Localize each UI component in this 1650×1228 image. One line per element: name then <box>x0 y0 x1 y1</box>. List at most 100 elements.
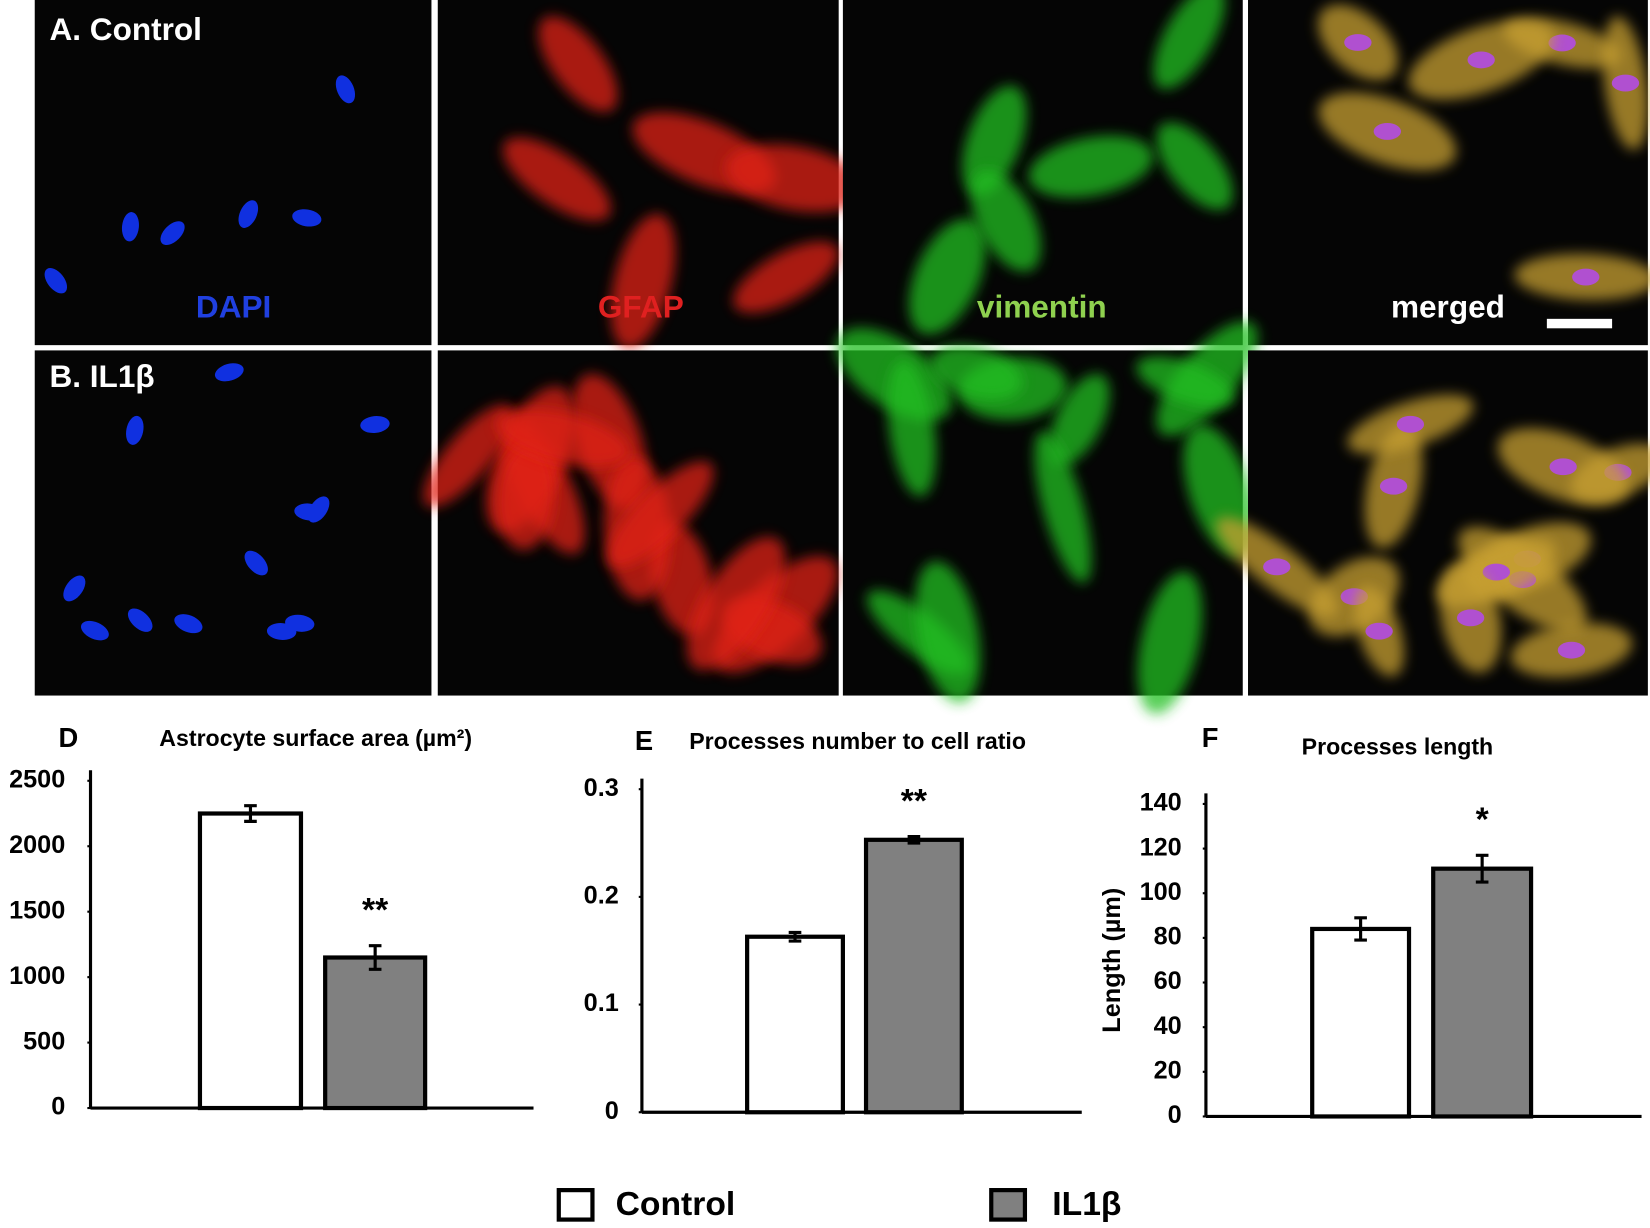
cell <box>970 169 1041 272</box>
panel-letter: D <box>59 722 79 753</box>
nucleus <box>63 575 86 602</box>
y-tick-label: 0 <box>605 1097 619 1125</box>
y-tick-label: 60 <box>1154 967 1182 995</box>
y-tick-label: 2500 <box>9 765 65 793</box>
cell <box>1028 135 1154 198</box>
nucleus <box>244 550 268 576</box>
nucleus <box>174 614 203 634</box>
bar <box>197 811 304 1111</box>
nucleus <box>126 415 144 445</box>
micrograph <box>34 0 432 346</box>
cell <box>908 218 986 335</box>
nucleus <box>1611 74 1640 92</box>
cell <box>538 16 618 112</box>
y-tick-label: 40 <box>1154 1012 1182 1040</box>
channel-label: GFAP <box>598 289 684 325</box>
cell <box>610 213 676 349</box>
nucleus <box>360 416 390 434</box>
nucleus <box>1467 51 1495 69</box>
cell <box>733 241 839 313</box>
micrographs <box>34 0 1650 714</box>
cell <box>914 561 981 703</box>
nucleus <box>1572 268 1600 286</box>
error-bar <box>1354 916 1367 942</box>
y-tick-label: 0 <box>51 1093 65 1121</box>
y-tick-label: 2000 <box>9 831 65 859</box>
cell <box>496 408 630 468</box>
cell <box>1153 0 1225 90</box>
cell <box>686 536 786 671</box>
channel-label: merged <box>1391 289 1505 325</box>
error-bar <box>1475 853 1489 884</box>
nucleus <box>80 620 109 641</box>
channel-label: vimentin <box>977 289 1107 325</box>
error-bar <box>368 944 382 971</box>
micrograph <box>34 350 432 696</box>
significance: ** <box>901 783 928 820</box>
nucleus <box>121 212 139 242</box>
cell <box>887 360 936 497</box>
cell <box>930 345 1023 401</box>
nucleus <box>1365 622 1393 640</box>
cell <box>725 144 865 213</box>
cell <box>962 85 1027 196</box>
nucleus <box>335 75 356 104</box>
nucleus <box>1482 563 1510 581</box>
y-tick-label: 0 <box>1168 1101 1182 1129</box>
y-axis-label: Length (µm) <box>1098 888 1126 1033</box>
nucleus <box>1379 477 1408 495</box>
y-tick-label: 500 <box>23 1027 65 1055</box>
legend-swatch <box>556 1188 595 1222</box>
panel-letter: E <box>635 725 653 756</box>
nucleus <box>160 221 185 246</box>
nucleus <box>44 267 68 294</box>
row-label: B. IL1β <box>49 358 154 394</box>
nucleus <box>127 608 153 632</box>
nucleus <box>1456 609 1485 627</box>
y-tick-label: 80 <box>1154 923 1182 951</box>
nucleus <box>1549 458 1577 476</box>
cell <box>1034 430 1092 584</box>
chart-title: Processes length <box>1302 733 1494 759</box>
nucleus <box>214 363 244 382</box>
error-bar <box>244 804 257 823</box>
y-tick-label: 1000 <box>9 962 65 990</box>
cell <box>1136 356 1235 408</box>
y-tick-label: 140 <box>1140 789 1182 817</box>
y-tick-label: 0.2 <box>584 882 619 910</box>
bar <box>323 955 428 1111</box>
legend-label: Control <box>616 1186 736 1223</box>
y-tick-label: 120 <box>1140 833 1182 861</box>
nucleus <box>1557 641 1586 659</box>
nucleus <box>1263 558 1291 576</box>
cell <box>606 461 714 568</box>
y-tick-label: 100 <box>1140 878 1182 906</box>
cell <box>1137 571 1203 714</box>
channel-label: DAPI <box>196 289 271 325</box>
bar <box>863 837 964 1115</box>
cell <box>502 137 611 221</box>
bar <box>745 934 845 1115</box>
nucleus <box>294 503 324 521</box>
significance: * <box>1476 801 1490 838</box>
legend-label: IL1β <box>1052 1186 1121 1223</box>
row-label: A. Control <box>49 11 201 47</box>
nucleus <box>292 209 322 227</box>
y-tick-label: 1500 <box>9 896 65 924</box>
significance: ** <box>362 892 389 929</box>
cell <box>1049 373 1110 466</box>
cell <box>497 444 555 550</box>
y-tick-label: 0.1 <box>584 989 619 1017</box>
y-tick-label: 20 <box>1154 1056 1182 1084</box>
chart-title: Astrocyte surface area (µm²) <box>159 725 472 751</box>
cell <box>1156 122 1233 211</box>
scale-bar <box>1546 318 1613 329</box>
error-bar <box>907 835 921 845</box>
bar <box>1431 866 1534 1119</box>
panel-letter: F <box>1202 722 1219 753</box>
error-bar <box>788 930 802 943</box>
nucleus <box>1548 34 1576 52</box>
chart-title: Processes number to cell ratio <box>689 728 1026 754</box>
